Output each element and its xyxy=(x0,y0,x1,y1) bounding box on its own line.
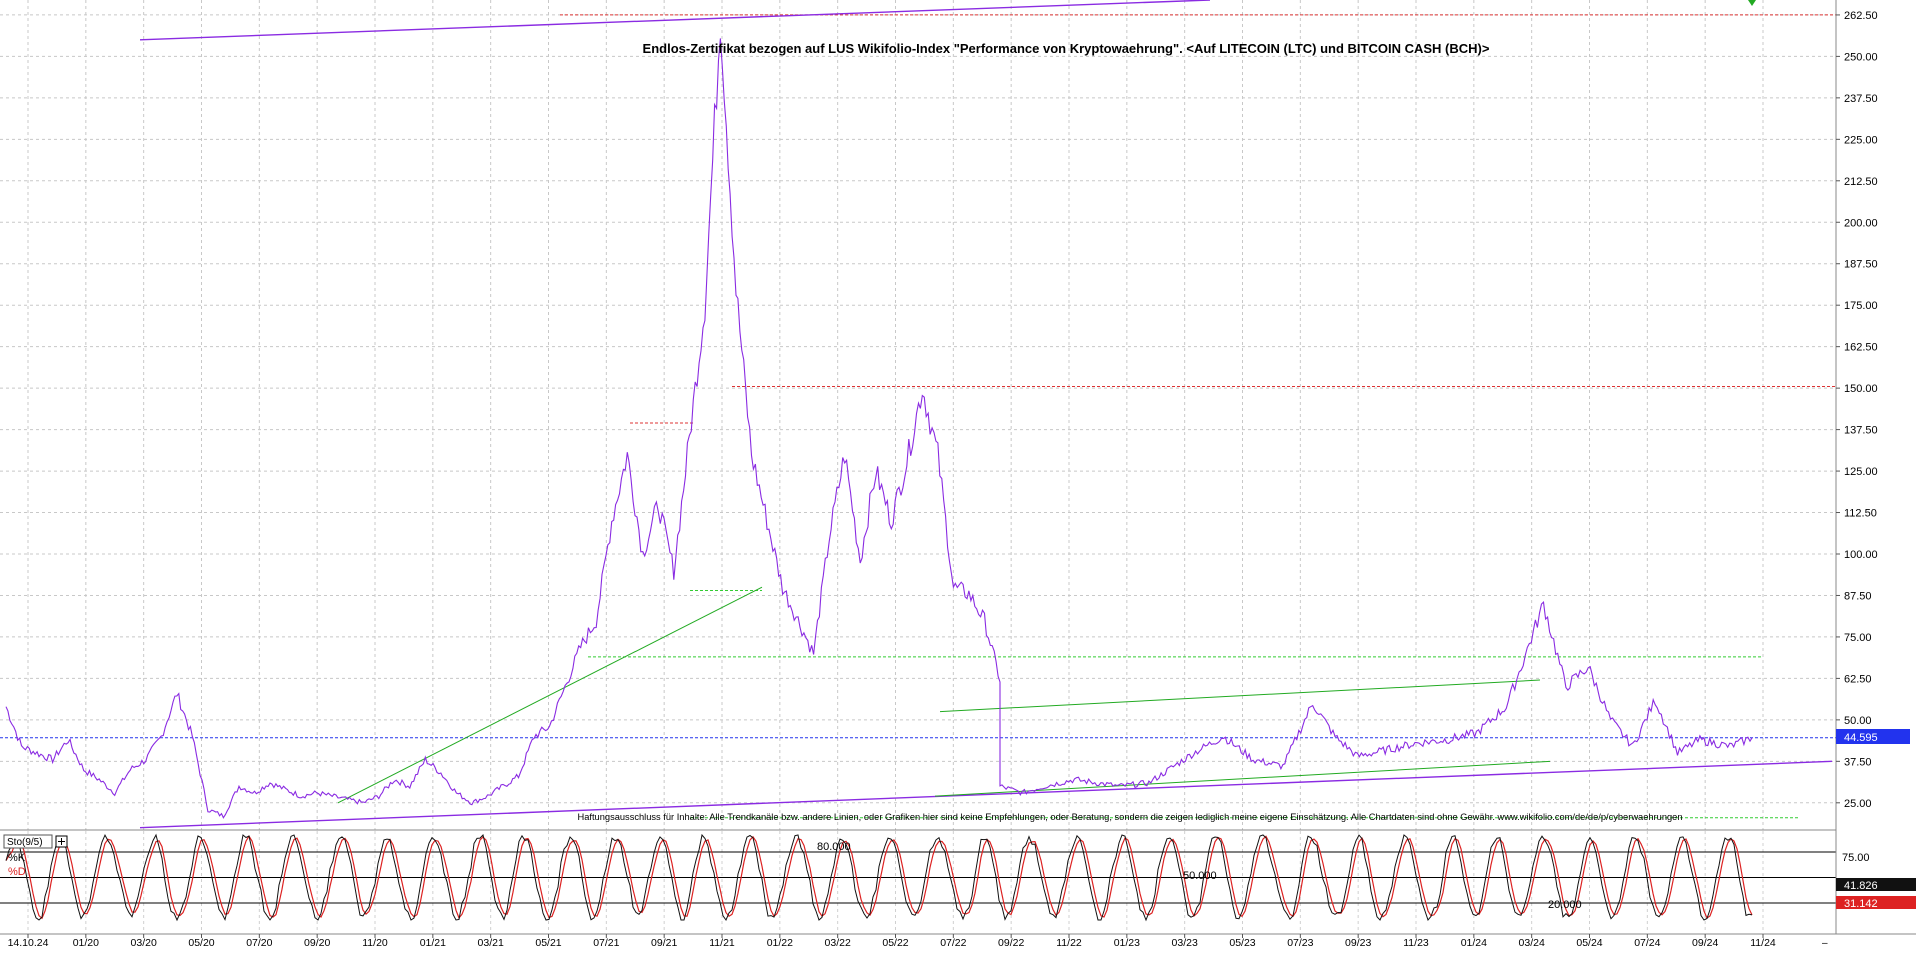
y-tick-label: 87.50 xyxy=(1844,590,1872,602)
x-tick-label: 05/20 xyxy=(188,937,214,948)
y-tick-label: 212.50 xyxy=(1844,176,1878,188)
y-tick-label: 200.00 xyxy=(1844,217,1878,229)
trend-lines xyxy=(139,0,1833,829)
y-tick-label: 112.50 xyxy=(1844,508,1877,520)
trend-line xyxy=(337,586,763,804)
x-tick-label: 05/22 xyxy=(882,937,908,948)
d-value-tag xyxy=(1836,896,1916,909)
indicator-box[interactable] xyxy=(3,834,53,849)
y-tick-label: 100.00 xyxy=(1844,549,1878,561)
y-tick-label: 25.00 xyxy=(1844,798,1872,810)
x-tick-label: 03/20 xyxy=(131,937,157,948)
x-tick-label: 11/22 xyxy=(1056,937,1082,948)
y-tick-label: 237.50 xyxy=(1844,93,1878,105)
reference-lines xyxy=(0,14,1836,819)
disclaimer-text: Haftungsausschluss für Inhalte: Alle Tre… xyxy=(578,812,1683,822)
y-tick-label: 75.00 xyxy=(1844,632,1872,644)
x-tick-label: 01/21 xyxy=(420,937,446,948)
sto-level-80: 80.000 xyxy=(817,841,851,853)
price-line xyxy=(5,38,1753,819)
x-tick-label: 01/23 xyxy=(1114,937,1140,948)
x-tick-label: 11/20 xyxy=(362,937,388,948)
price-series xyxy=(5,38,1753,819)
k-value-tag xyxy=(1836,878,1916,891)
x-tick-label: 14.10.24 xyxy=(8,937,49,948)
y-tick-label: 37.50 xyxy=(1844,756,1872,768)
x-tick-label: 11/23 xyxy=(1403,937,1429,948)
sto-axis-75: 75.00 xyxy=(1842,852,1870,864)
x-tick-label: 03/24 xyxy=(1519,937,1545,948)
trend-line xyxy=(939,679,1541,713)
y-tick-label: 137.50 xyxy=(1844,425,1878,437)
y-tick-label: 62.50 xyxy=(1844,673,1872,685)
x-tick-label: 01/20 xyxy=(73,937,99,948)
legend-d: %D xyxy=(8,866,26,878)
x-tick-label: 09/24 xyxy=(1692,937,1718,948)
y-tick-label: 125.00 xyxy=(1844,466,1878,478)
x-tick-label: 07/22 xyxy=(940,937,966,948)
x-tick-label: 01/22 xyxy=(767,937,793,948)
trend-line xyxy=(934,760,1551,797)
x-tick-label: 09/21 xyxy=(651,937,677,948)
main-grid xyxy=(0,0,1836,830)
y-tick-label: 225.00 xyxy=(1844,134,1878,146)
stochastic-grid xyxy=(0,831,1836,933)
trend-line xyxy=(139,760,1833,829)
x-tick-label: 11/21 xyxy=(709,937,735,948)
current-value-tag xyxy=(1836,729,1910,744)
x-tick-label: 07/23 xyxy=(1287,937,1313,948)
stochastic-series xyxy=(5,833,1753,922)
y-tick-label: 187.50 xyxy=(1844,259,1878,271)
x-tick-label: 03/23 xyxy=(1172,937,1198,948)
y-tick-label: 162.50 xyxy=(1844,342,1878,354)
trend-line xyxy=(139,0,1211,41)
chart-title: Endlos-Zertifikat bezogen auf LUS Wikifo… xyxy=(643,41,1490,56)
y-tick-label: 50.00 xyxy=(1844,715,1872,727)
x-tick-label: 05/23 xyxy=(1229,937,1255,948)
scroll-dash-icon[interactable]: – xyxy=(1822,938,1828,949)
x-tick-label: 07/21 xyxy=(593,937,619,948)
y-tick-label: 175.00 xyxy=(1844,300,1878,312)
x-tick-label: 03/22 xyxy=(825,937,851,948)
k-value-label: 41.826 xyxy=(1844,880,1878,892)
y-tick-label: 150.00 xyxy=(1844,383,1878,395)
x-tick-label: 01/24 xyxy=(1461,937,1487,948)
y-axis: 262.50 250.00 237.50 225.00 212.50 200.00 187.… xyxy=(1836,10,1878,810)
sto-level-20: 20.000 xyxy=(1548,899,1582,911)
x-tick-label: 05/21 xyxy=(535,937,561,948)
x-tick-label: 09/20 xyxy=(304,937,330,948)
x-tick-label: 03/21 xyxy=(478,937,504,948)
sto-k-line xyxy=(5,833,1753,922)
x-tick-label: 09/23 xyxy=(1345,937,1371,948)
x-tick-label: 05/24 xyxy=(1576,937,1602,948)
x-tick-label: 09/22 xyxy=(998,937,1024,948)
x-tick-label: 11/24 xyxy=(1750,937,1776,948)
legend-k: %K xyxy=(8,852,26,864)
sto-d-line xyxy=(5,835,1753,920)
y-tick-label: 262.50 xyxy=(1844,10,1878,22)
current-value-label: 44.595 xyxy=(1844,732,1878,744)
x-tick-label: 07/20 xyxy=(246,937,272,948)
x-tick-label: 07/24 xyxy=(1634,937,1660,948)
indicator-title: Sto(9/5) xyxy=(7,837,43,848)
d-value-label: 31.142 xyxy=(1844,898,1878,910)
y-tick-label: 250.00 xyxy=(1844,51,1878,63)
x-axis: 14.10.24 01/20 03/20 05/20 07/20 09/20 11/20 01… xyxy=(8,934,1776,949)
marker-icon xyxy=(1748,0,1756,6)
sto-level-50: 50.000 xyxy=(1183,870,1217,882)
